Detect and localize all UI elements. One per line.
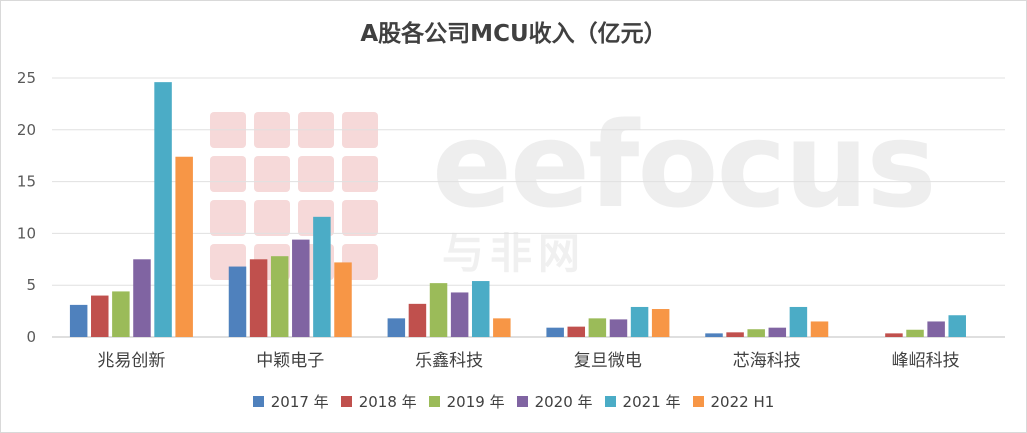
- bar: [69, 304, 88, 337]
- bar: [408, 303, 427, 337]
- bar: [651, 309, 670, 337]
- legend-label: 2020 年: [534, 393, 593, 411]
- legend-item: 2019 年: [428, 391, 505, 412]
- legend-item: 2018 年: [340, 391, 417, 412]
- bar: [313, 216, 331, 337]
- legend-label: 2017 年: [270, 393, 329, 411]
- x-tick-label: 复旦微电: [574, 351, 642, 371]
- y-tick-label: 5: [26, 276, 36, 294]
- bar: [789, 306, 808, 337]
- x-tick-label: 乐鑫科技: [415, 351, 483, 371]
- bar: [546, 327, 564, 337]
- bar: [154, 82, 172, 337]
- legend-label: 2022 H1: [710, 392, 775, 411]
- y-tick-label: 10: [17, 224, 36, 242]
- bar: [885, 333, 903, 337]
- legend-swatch: [340, 396, 352, 407]
- bar: [133, 259, 151, 337]
- x-tick-label: 中颖电子: [256, 351, 324, 371]
- x-tick-label: 峰岹科技: [892, 351, 960, 371]
- bar: [387, 318, 406, 337]
- bar: [91, 295, 109, 337]
- x-tick-label: 芯海科技: [733, 351, 801, 371]
- x-tick-label: 兆易创新: [97, 351, 165, 371]
- legend-item: 2020 年: [516, 391, 593, 412]
- bar: [609, 319, 628, 337]
- y-tick-label: 25: [17, 69, 36, 87]
- bar: [927, 321, 945, 337]
- legend-swatch: [692, 396, 704, 407]
- bar: [726, 332, 744, 337]
- bar: [768, 327, 787, 337]
- bar: [747, 329, 765, 337]
- legend-swatch: [252, 396, 264, 407]
- bar: [270, 256, 289, 337]
- chart-legend: 2017 年 2018 年 2019 年 2020 年 2021 年 2022 H1: [0, 391, 1027, 412]
- bar: [450, 292, 469, 337]
- bar: [228, 266, 247, 337]
- bar: [292, 239, 310, 337]
- bar: [810, 321, 829, 337]
- legend-swatch: [428, 396, 440, 407]
- legend-swatch: [516, 396, 528, 407]
- bar: [948, 315, 966, 337]
- legend-item: 2022 H1: [692, 391, 775, 412]
- legend-item: 2021 年: [604, 391, 681, 412]
- legend-label: 2021 年: [622, 393, 681, 411]
- legend-label: 2019 年: [446, 393, 505, 411]
- y-tick-label: 15: [17, 173, 36, 191]
- bar: [112, 291, 130, 337]
- chart-title: A股各公司MCU收入（亿元）: [360, 21, 667, 47]
- bar: [906, 329, 924, 337]
- legend-label: 2018 年: [358, 393, 417, 411]
- legend-item: 2017 年: [252, 391, 329, 412]
- bar: [471, 281, 490, 337]
- bar: [334, 262, 352, 337]
- y-tick-label: 20: [17, 121, 36, 139]
- bar: [493, 318, 511, 337]
- legend-swatch: [604, 396, 616, 407]
- bar: [705, 333, 723, 337]
- bar: [175, 156, 193, 337]
- bar: [630, 306, 649, 337]
- bar: [567, 326, 586, 337]
- bar: [249, 259, 268, 337]
- y-tick-label: 0: [26, 328, 36, 346]
- bar: [429, 283, 448, 337]
- bar: [588, 318, 607, 337]
